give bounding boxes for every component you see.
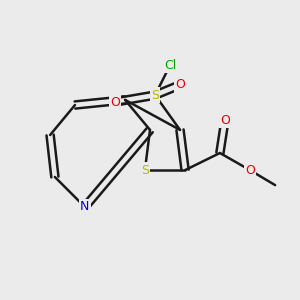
Text: Cl: Cl [164,58,176,72]
Text: S: S [151,88,159,102]
Text: O: O [245,164,255,177]
Text: O: O [220,113,230,127]
Text: O: O [175,78,185,92]
Text: S: S [141,164,149,177]
Text: O: O [110,95,120,109]
Text: N: N [80,200,90,214]
